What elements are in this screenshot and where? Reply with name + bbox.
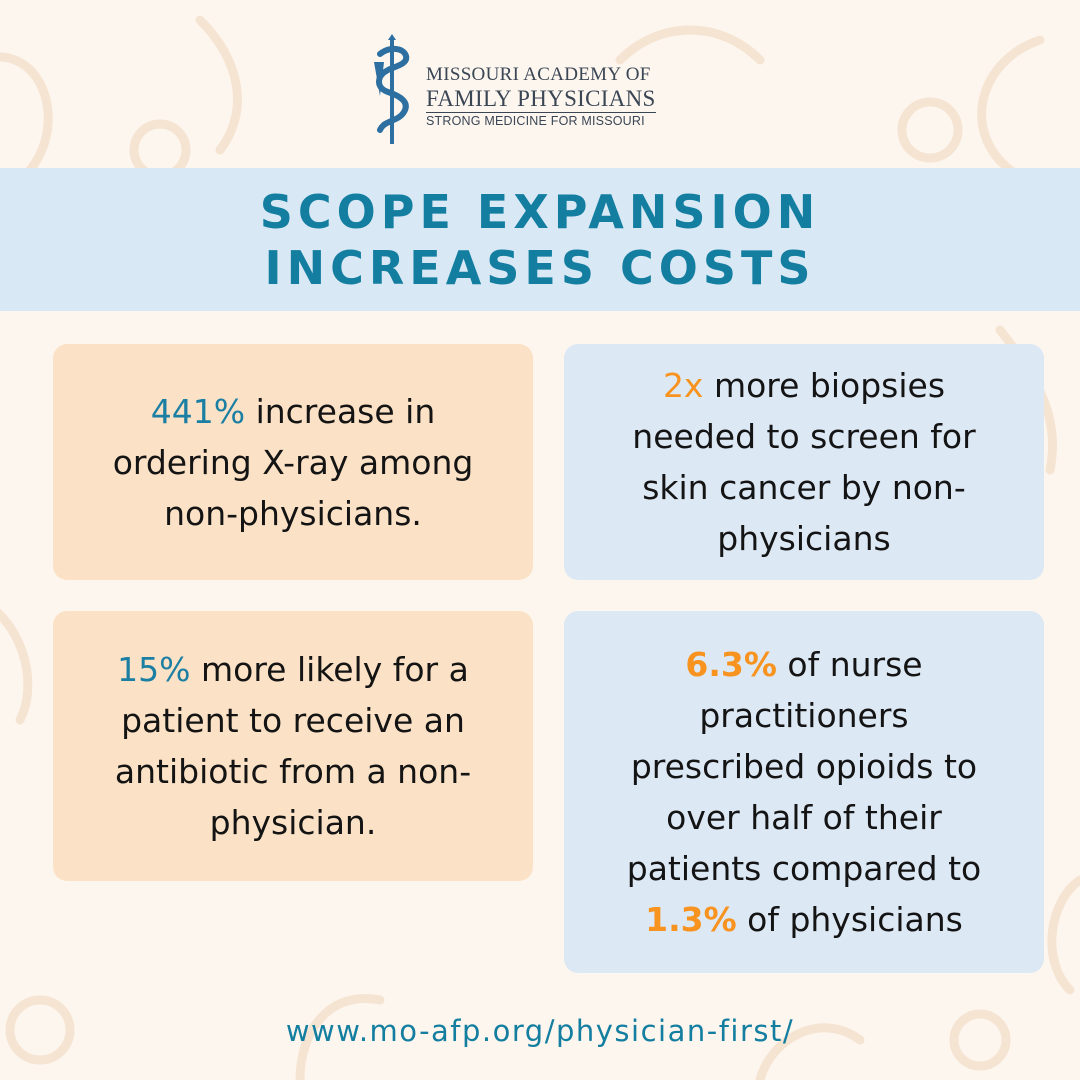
stat-text: physicians bbox=[717, 519, 891, 558]
stat-text: needed to screen for bbox=[632, 417, 976, 456]
stat-highlight: 2x bbox=[662, 366, 704, 405]
stat-card-xray: 441% increase in ordering X-ray among no… bbox=[53, 344, 533, 580]
stat-text: of nurse bbox=[776, 645, 923, 684]
stat-card-text: 2x more biopsies needed to screen for sk… bbox=[632, 360, 975, 564]
footer-url-link[interactable]: www.mo-afp.org/physician-first/ bbox=[285, 1014, 795, 1048]
stat-card-biopsies: 2x more biopsies needed to screen for sk… bbox=[564, 344, 1044, 580]
stethoscope-outline-icon bbox=[5, 995, 75, 1065]
stat-card-text: 441% increase in ordering X-ray among no… bbox=[113, 386, 474, 539]
stethoscope-outline-icon bbox=[295, 994, 385, 1080]
stat-card-antibiotic: 15% more likely for a patient to receive… bbox=[53, 611, 533, 881]
stethoscope-outline-icon bbox=[195, 15, 242, 155]
logo-title-line2: FAMILY PHYSICIANS bbox=[426, 86, 656, 113]
stat-card-text: 15% more likely for a patient to receive… bbox=[115, 644, 471, 848]
stat-card-text: 6.3% of nurse practitioners prescribed o… bbox=[627, 639, 981, 945]
stat-card-opioids: 6.3% of nurse practitioners prescribed o… bbox=[564, 611, 1044, 973]
stethoscope-outline-icon bbox=[1047, 875, 1080, 995]
caduceus-icon bbox=[374, 34, 410, 144]
stat-text: prescribed opioids to bbox=[630, 747, 978, 786]
logo-title-line1: MISSOURI ACADEMY OF bbox=[426, 64, 651, 85]
mafp-logo: MISSOURI ACADEMY OF FAMILY PHYSICIANS ST… bbox=[370, 32, 700, 150]
stethoscope-outline-icon bbox=[755, 1023, 865, 1080]
stat-text: non-physicians. bbox=[164, 493, 422, 533]
stat-text: physician. bbox=[209, 803, 377, 842]
stat-highlight: 6.3% bbox=[685, 645, 777, 684]
page-title-line2: INCREASES COSTS bbox=[264, 240, 816, 295]
stat-text: antibiotic from a non- bbox=[114, 752, 472, 791]
stat-highlight: 15% bbox=[117, 650, 191, 689]
stat-text: increase in bbox=[245, 391, 436, 431]
stat-highlight: 441% bbox=[150, 391, 246, 431]
title-banner: SCOPE EXPANSION INCREASES COSTS bbox=[0, 168, 1080, 311]
stethoscope-outline-icon bbox=[897, 97, 963, 163]
stethoscope-outline-icon bbox=[0, 608, 33, 725]
stat-text: more biopsies bbox=[703, 366, 946, 405]
stethoscope-outline-icon bbox=[949, 1009, 1011, 1071]
stat-text: practitioners bbox=[699, 696, 909, 735]
stat-highlight-secondary: 1.3% bbox=[645, 900, 737, 939]
stat-text: skin cancer by non- bbox=[642, 468, 966, 507]
stat-text: of physicians bbox=[736, 900, 963, 939]
stat-text: ordering X-ray among bbox=[112, 442, 474, 482]
stat-text: over half of their bbox=[666, 798, 942, 837]
logo-tagline: STRONG MEDICINE FOR MISSOURI bbox=[426, 114, 645, 128]
stat-text: patients compared to bbox=[626, 849, 982, 888]
stat-text: patient to receive an bbox=[121, 701, 465, 740]
stethoscope-outline-icon bbox=[977, 35, 1080, 189]
page-title-line1: SCOPE EXPANSION bbox=[259, 184, 821, 239]
stat-text: more likely for a bbox=[190, 650, 469, 689]
stethoscope-outline-icon bbox=[615, 25, 765, 65]
